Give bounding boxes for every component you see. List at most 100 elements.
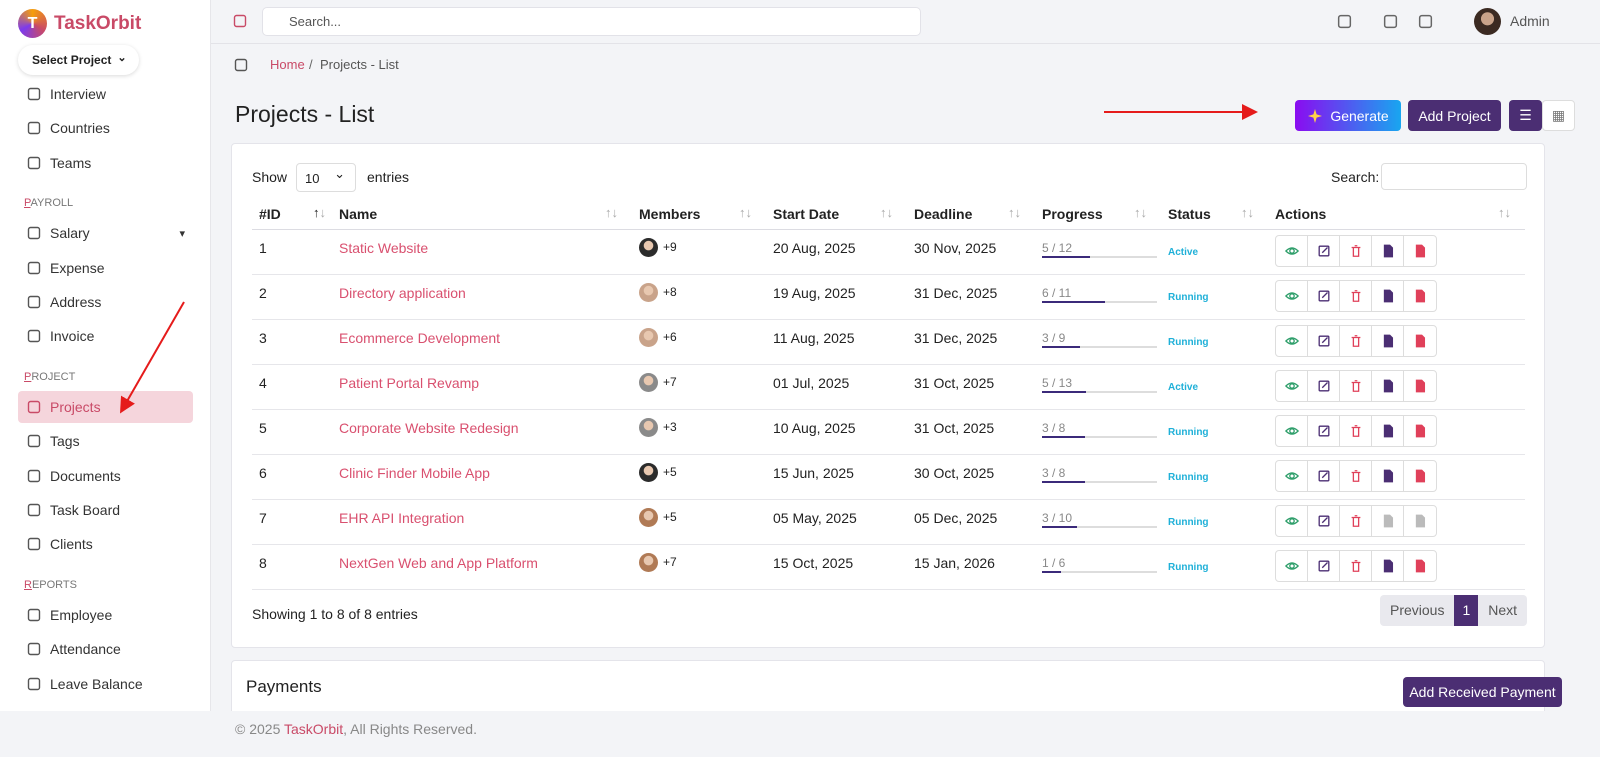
nav-item[interactable]: Leave Balance	[18, 668, 193, 700]
column-header[interactable]: Deadline ↑↓	[907, 199, 1035, 230]
page-button[interactable]: Previous	[1380, 595, 1455, 626]
column-header[interactable]: Name ↑↓	[332, 199, 632, 230]
action-button[interactable]	[1372, 505, 1404, 536]
nav-item[interactable]: Attendance	[18, 633, 193, 665]
action-button[interactable]	[1276, 460, 1308, 491]
page-size-select[interactable]: 10 ⌄	[296, 163, 356, 192]
project-name[interactable]: Directory application	[339, 284, 466, 301]
action-button[interactable]	[1372, 460, 1404, 491]
project-name[interactable]: Static Website	[339, 239, 429, 256]
project-name[interactable]: NextGen Web and App Platform	[339, 554, 538, 571]
nav-item[interactable]: Teams	[18, 147, 193, 179]
action-button[interactable]	[1340, 235, 1372, 266]
column-header[interactable]: #ID ↑↓	[252, 199, 332, 230]
action-button[interactable]	[1372, 235, 1404, 266]
project-name[interactable]: Ecommerce Development	[339, 329, 501, 346]
action-button[interactable]	[1372, 370, 1404, 401]
top-icon[interactable]	[1382, 13, 1399, 35]
members-cell: +6	[632, 319, 766, 365]
action-button[interactable]	[1404, 551, 1436, 581]
list-view-button[interactable]: ☰	[1509, 100, 1542, 131]
nav-item[interactable]: Expense	[18, 252, 193, 284]
action-button[interactable]	[1340, 505, 1372, 536]
progress-bar	[1042, 525, 1077, 528]
nav-item[interactable]: Documents	[18, 460, 193, 492]
action-button[interactable]	[1276, 415, 1308, 446]
id-cell: 4	[252, 364, 332, 410]
action-button[interactable]	[1404, 461, 1436, 491]
nav-item[interactable]: Tags	[18, 425, 193, 457]
action-button[interactable]	[1404, 281, 1436, 311]
add-project-button[interactable]: Add Project	[1408, 100, 1501, 131]
search-box[interactable]: Search...	[262, 7, 921, 36]
action-button[interactable]	[1308, 505, 1340, 536]
column-header[interactable]: Status ↑↓	[1161, 199, 1268, 230]
top-icon[interactable]	[1336, 13, 1353, 35]
page-button[interactable]: 1	[1454, 595, 1479, 626]
action-button[interactable]	[1340, 415, 1372, 446]
action-button[interactable]	[1404, 506, 1436, 536]
member-count: +5	[663, 465, 677, 479]
action-button[interactable]	[1308, 460, 1340, 491]
action-button[interactable]	[1404, 371, 1436, 401]
column-header[interactable]: Start Date ↑↓	[766, 199, 907, 230]
action-button[interactable]	[1340, 550, 1372, 581]
action-button[interactable]	[1308, 415, 1340, 446]
project-select[interactable]: Select Project ⌄	[18, 45, 139, 75]
project-name[interactable]: EHR API Integration	[339, 509, 465, 526]
action-button[interactable]	[1308, 550, 1340, 581]
nav-item[interactable]: Employee	[18, 599, 193, 631]
column-title: Actions	[1275, 205, 1327, 222]
action-button[interactable]	[1372, 550, 1404, 581]
action-button[interactable]	[1276, 280, 1308, 311]
action-button[interactable]	[1276, 325, 1308, 356]
action-button[interactable]	[1340, 370, 1372, 401]
top-icon[interactable]	[1417, 13, 1434, 35]
footer-brand[interactable]: TaskOrbit	[284, 721, 344, 737]
project-name[interactable]: Patient Portal Revamp	[339, 374, 480, 391]
project-name[interactable]: Clinic Finder Mobile App	[339, 464, 490, 481]
table-search[interactable]	[1381, 163, 1527, 190]
column-header[interactable]: Progress ↑↓	[1035, 199, 1161, 230]
action-button[interactable]	[1276, 505, 1308, 536]
show-label: Show	[252, 169, 288, 185]
action-button[interactable]	[1276, 235, 1308, 266]
action-button[interactable]	[1308, 370, 1340, 401]
breadcrumb-home[interactable]: Home	[270, 57, 305, 72]
nav-item[interactable]: Task Board	[18, 494, 193, 526]
action-button[interactable]	[1404, 326, 1436, 356]
action-button[interactable]	[1340, 325, 1372, 356]
generate-button[interactable]: Generate	[1295, 100, 1401, 131]
action-button[interactable]	[1340, 460, 1372, 491]
nav-item[interactable]: Projects	[18, 390, 193, 423]
action-button[interactable]	[1308, 235, 1340, 266]
action-button[interactable]	[1372, 325, 1404, 356]
nav-item[interactable]: Countries	[18, 112, 193, 144]
project-name[interactable]: Corporate Website Redesign	[339, 419, 519, 436]
action-button[interactable]	[1372, 415, 1404, 446]
actions-cell	[1268, 319, 1525, 365]
action-group	[1275, 369, 1437, 402]
action-button[interactable]	[1308, 325, 1340, 356]
action-button[interactable]	[1404, 236, 1436, 266]
status-cell: Running	[1161, 409, 1268, 455]
nav-item[interactable]: Invoice	[18, 320, 193, 352]
page-button[interactable]: Next	[1478, 595, 1528, 626]
section-heading: PAYROLL	[24, 197, 74, 210]
nav-item[interactable]: Interview	[18, 78, 193, 110]
action-button[interactable]	[1404, 416, 1436, 446]
add-payment-button[interactable]: Add Received Payment	[1403, 677, 1562, 707]
nav-item[interactable]: Clients	[18, 528, 193, 560]
status-cell: Running	[1161, 544, 1268, 590]
nav-item[interactable]: Address	[18, 286, 193, 318]
action-button[interactable]	[1276, 550, 1308, 581]
grid-view-button[interactable]: ▦	[1542, 100, 1575, 131]
nav-item[interactable]: Salary ▾	[18, 217, 193, 249]
action-button[interactable]	[1276, 370, 1308, 401]
action-button[interactable]	[1372, 280, 1404, 311]
action-button[interactable]	[1308, 280, 1340, 311]
action-button[interactable]	[1340, 280, 1372, 311]
column-header[interactable]: Members ↑↓	[632, 199, 766, 230]
column-header[interactable]: Actions ↑↓	[1268, 199, 1525, 230]
sidebar-toggle[interactable]	[233, 57, 249, 78]
